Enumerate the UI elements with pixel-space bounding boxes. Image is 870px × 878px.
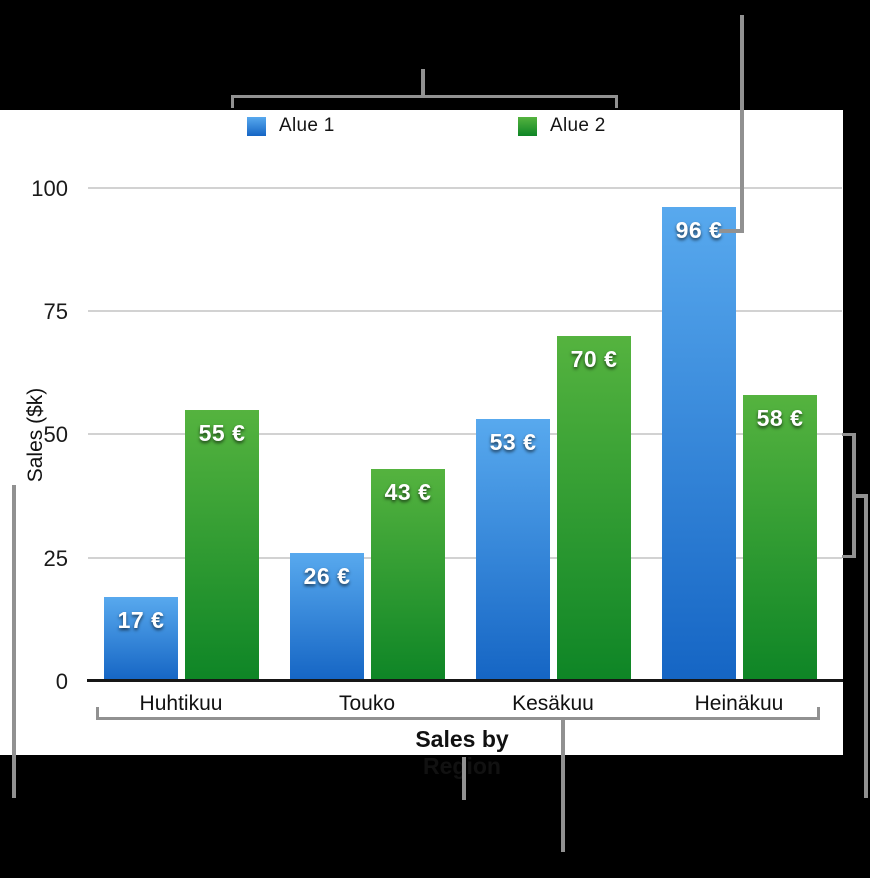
callout-category-bracket-left-tick: [96, 707, 99, 720]
callout-legend-bracket-left-tick: [231, 95, 234, 108]
gridline-50: [88, 433, 842, 436]
x-axis-title: Sales by Region: [415, 726, 509, 779]
callout-value-label-stub: [719, 229, 744, 233]
bar-value-label: 58 €: [756, 404, 804, 431]
legend-label-alue-1: Alue 1: [279, 115, 335, 136]
gridline-25: [88, 556, 842, 559]
callout-legend-stem: [421, 69, 425, 96]
bar-value-label: 26 €: [303, 562, 351, 589]
y-tick-label-50: 50: [43, 422, 68, 448]
callout-gridline-bracket-top-tick: [842, 433, 856, 436]
bar-alue-2-huhtikuu[interactable]: [185, 409, 259, 681]
y-tick-label-25: 25: [43, 545, 68, 571]
bar-alue-1-kesäkuu[interactable]: [476, 419, 550, 681]
bar-value-label: 17 €: [117, 607, 165, 634]
bar-value-label: 53 €: [489, 429, 537, 456]
bar-value-label: 43 €: [384, 478, 432, 505]
callout-category-stem: [561, 720, 565, 852]
bar-alue-2-touko[interactable]: [371, 468, 445, 681]
x-tick-label-heinäkuu: Heinäkuu: [694, 692, 784, 715]
bar-alue-2-heinäkuu[interactable]: [743, 394, 817, 681]
legend-swatch-alue-2: [518, 116, 537, 136]
bar-alue-1-huhtikuu[interactable]: [104, 597, 178, 681]
callout-category-bracket-right-tick: [817, 707, 820, 720]
bar-value-label: 55 €: [198, 419, 246, 446]
legend-item-alue-1[interactable]: Alue 1: [247, 115, 335, 137]
gridline-100: [88, 186, 842, 189]
callout-gridline-line: [864, 494, 868, 798]
y-tick-label-100: 100: [31, 175, 68, 201]
y-tick-label-0: 0: [55, 669, 68, 694]
bar-alue-2-kesäkuu[interactable]: [557, 335, 631, 681]
gridline-75: [88, 309, 842, 312]
callout-legend-bracket-right-tick: [615, 95, 618, 108]
x-axis-line: [87, 679, 843, 682]
bar-value-label: 96 €: [675, 217, 723, 244]
y-tick-label-75: 75: [43, 298, 68, 324]
bar-value-label: 70 €: [570, 345, 618, 372]
legend-item-alue-2[interactable]: Alue 2: [518, 115, 606, 137]
x-tick-label-huhtikuu: Huhtikuu: [139, 692, 223, 715]
callout-value-label-line: [740, 15, 744, 233]
callout-legend-bracket: [231, 95, 618, 98]
x-tick-label-touko: Touko: [338, 692, 396, 715]
bar-alue-1-touko[interactable]: [290, 552, 364, 681]
bar-alue-1-heinäkuu[interactable]: [662, 207, 736, 681]
callout-gridline-bracket-bottom-tick: [842, 555, 856, 558]
callout-gridline-stub: [854, 494, 868, 498]
callout-category-bracket: [96, 717, 820, 720]
x-tick-label-kesäkuu: Kesäkuu: [512, 692, 594, 715]
legend-label-alue-2: Alue 2: [550, 115, 606, 136]
callout-axis-title-stem: [462, 757, 466, 800]
legend-swatch-alue-1: [247, 116, 266, 136]
callout-value-axis-line: [12, 485, 16, 798]
